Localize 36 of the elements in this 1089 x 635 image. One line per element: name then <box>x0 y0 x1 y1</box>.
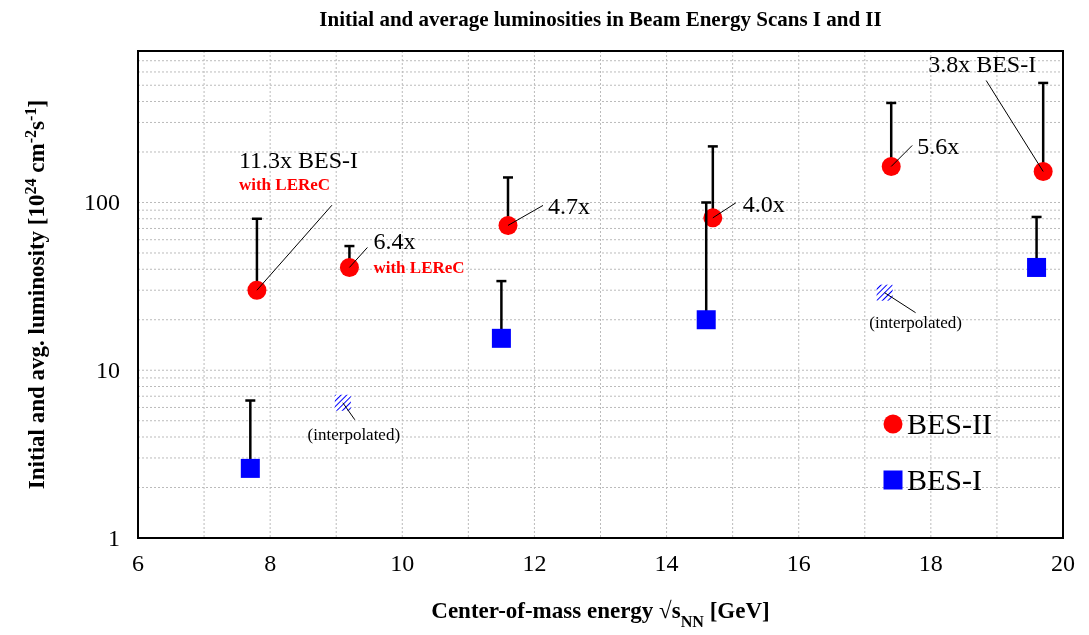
annotation: 4.0x <box>742 190 785 217</box>
point <box>696 310 716 330</box>
annotation: 6.4x <box>373 228 416 255</box>
x-tick-label: 16 <box>786 550 811 576</box>
chart-title: Initial and average luminosities in Beam Energy Scans I and II <box>319 7 882 31</box>
legend-label: BES-II <box>907 407 992 440</box>
x-tick-label: 12 <box>522 550 547 576</box>
annotation: with LEReC <box>373 258 465 278</box>
y-tick-label: 100 <box>84 189 120 216</box>
point <box>1027 257 1047 277</box>
point <box>240 458 260 478</box>
annotation: 3.8x BES-I <box>928 50 1037 77</box>
point <box>1033 162 1053 182</box>
point <box>881 156 901 176</box>
annotation: (interpolated) <box>869 312 962 332</box>
x-tick-label: 18 <box>918 550 943 576</box>
x-tick-label: 20 <box>1051 550 1075 576</box>
annotation: 11.3x BES-I <box>238 147 359 174</box>
x-tick-label: 10 <box>390 550 415 576</box>
point <box>876 284 893 301</box>
y-tick-label: 1 <box>108 525 120 551</box>
x-tick-label: 14 <box>654 550 679 576</box>
point <box>334 394 351 411</box>
legend-label: BES-I <box>907 463 982 496</box>
annotation: (interpolated) <box>307 424 401 444</box>
annotation: 4.7x <box>548 193 590 220</box>
point <box>247 280 267 300</box>
annotation: with LEReC <box>238 175 331 195</box>
x-tick-label: 8 <box>264 550 277 576</box>
x-axis-title: Center-of-mass energy √s$_{NN}$ [GeV] <box>431 598 770 630</box>
annotation: 5.6x <box>917 133 960 160</box>
y-tick-label: 10 <box>96 357 120 384</box>
point <box>491 328 511 348</box>
x-tick-label: 6 <box>132 550 144 576</box>
point <box>498 215 518 235</box>
point <box>339 257 359 277</box>
